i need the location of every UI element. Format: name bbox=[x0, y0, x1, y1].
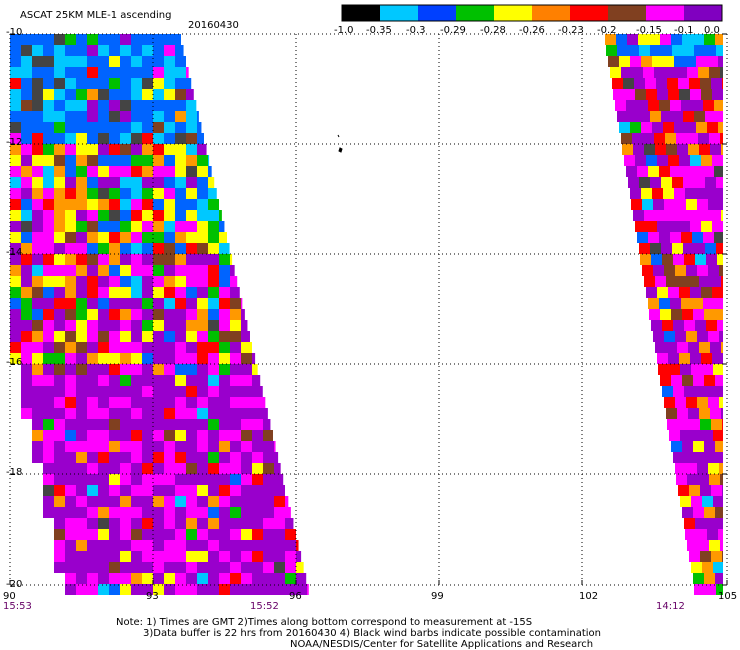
colorbar-segment bbox=[494, 5, 533, 21]
footer-note-2: 3)Data buffer is 22 hrs from 20160430 4)… bbox=[143, 628, 601, 639]
colorbar-label: -0.2 bbox=[597, 25, 617, 36]
color-scale-bar bbox=[341, 4, 723, 22]
pass-time: 15:52 bbox=[250, 601, 279, 612]
footer-credit: NOAA/NESDIS/Center for Satellite Applica… bbox=[290, 639, 594, 650]
lon-label: 105 bbox=[718, 591, 738, 602]
colorbar-segment bbox=[342, 5, 381, 21]
colorbar-label: -0.26 bbox=[519, 25, 545, 36]
lat-label: -20 bbox=[6, 579, 23, 590]
footer-note-1: Note: 1) Times are GMT 2)Times along bot… bbox=[116, 617, 533, 628]
colorbar-label: -0.23 bbox=[558, 25, 584, 36]
product-title: ASCAT 25KM MLE-1 ascending bbox=[20, 10, 172, 21]
colorbar-label: 0.0 bbox=[704, 25, 720, 36]
colorbar-segment bbox=[418, 5, 457, 21]
pass-time: 15:53 bbox=[3, 601, 32, 612]
colorbar-label: -0.28 bbox=[480, 25, 506, 36]
swath-cells bbox=[10, 34, 723, 595]
lon-label: 102 bbox=[579, 591, 599, 602]
colorbar-segment bbox=[684, 5, 723, 21]
pass-time: 14:12 bbox=[656, 601, 685, 612]
colorbar-segment bbox=[380, 5, 419, 21]
lat-label: -18 bbox=[6, 467, 23, 478]
colorbar-segment bbox=[570, 5, 609, 21]
colorbar-label: -0.15 bbox=[636, 25, 662, 36]
colorbar-label: -0.3 bbox=[406, 25, 426, 36]
lat-label: -10 bbox=[6, 27, 23, 38]
colorbar-segment bbox=[532, 5, 571, 21]
date-label: 20160430 bbox=[188, 20, 239, 31]
lon-label: 93 bbox=[146, 591, 159, 602]
colorbar-label: -1.0 bbox=[334, 25, 354, 36]
colorbar-label: -0.1 bbox=[674, 25, 694, 36]
lon-label: 96 bbox=[289, 591, 302, 602]
lat-label: -16 bbox=[6, 357, 23, 368]
frame-ticks bbox=[9, 33, 728, 586]
colorbar-label: -0.35 bbox=[366, 25, 392, 36]
island-outline bbox=[337, 134, 343, 153]
colorbar-segment bbox=[646, 5, 685, 21]
colorbar-segment bbox=[608, 5, 647, 21]
colorbar-label: -0.29 bbox=[440, 25, 466, 36]
lon-label: 99 bbox=[431, 591, 444, 602]
lat-label: -12 bbox=[6, 137, 23, 148]
lat-label: -14 bbox=[6, 247, 23, 258]
lon-label: 90 bbox=[3, 591, 16, 602]
colorbar-segment bbox=[456, 5, 495, 21]
